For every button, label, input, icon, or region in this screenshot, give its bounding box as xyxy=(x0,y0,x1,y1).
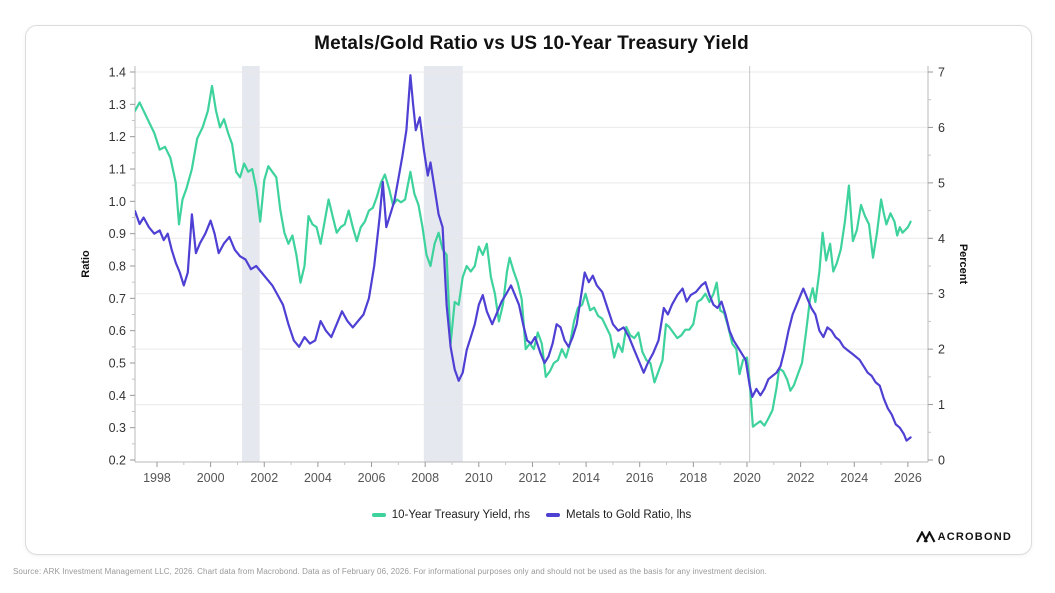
left-tick-label: 1.2 xyxy=(109,130,126,144)
x-tick-label: 2020 xyxy=(733,471,761,485)
left-tick-label: 0.4 xyxy=(109,389,126,403)
left-tick-label: 1.3 xyxy=(109,98,126,112)
x-tick-label: 2004 xyxy=(304,471,332,485)
series-line-metals-gold-ratio xyxy=(135,74,912,442)
legend-label-treasury-yield: 10-Year Treasury Yield, rhs xyxy=(391,509,530,521)
left-tick-label: 0.5 xyxy=(109,357,126,371)
left-tick-label: 0.7 xyxy=(109,292,126,306)
chart-legend: 10-Year Treasury Yield, rhs Metals to Go… xyxy=(135,509,928,521)
left-tick-label: 0.6 xyxy=(109,324,126,338)
macrobond-m-icon xyxy=(915,531,936,543)
series-line-treasury-yield xyxy=(135,84,912,428)
legend-item-metals-gold-ratio: Metals to Gold Ratio, lhs xyxy=(546,509,691,521)
left-tick-label: 1.1 xyxy=(109,163,126,177)
left-tick-label: 0.9 xyxy=(109,227,126,241)
left-tick-label: 1.0 xyxy=(109,195,126,209)
x-tick-label: 2024 xyxy=(840,471,868,485)
metals-gold-ratio-swatch-icon xyxy=(546,513,560,517)
x-tick-label: 2014 xyxy=(572,471,600,485)
x-tick-label: 2006 xyxy=(358,471,386,485)
x-tick-label: 2010 xyxy=(465,471,493,485)
source-disclaimer: Source: ARK Investment Management LLC, 2… xyxy=(13,567,767,576)
chart-card xyxy=(25,25,1032,555)
right-tick-label: 0 xyxy=(938,454,945,468)
left-axis-title: Ratio xyxy=(80,250,92,278)
right-tick-label: 2 xyxy=(938,343,945,357)
recession-band xyxy=(242,66,260,462)
right-tick-label: 7 xyxy=(938,66,945,80)
right-tick-label: 5 xyxy=(938,176,945,190)
chart-title: Metals/Gold Ratio vs US 10-Year Treasury… xyxy=(314,33,749,54)
x-tick-label: 2002 xyxy=(250,471,278,485)
x-tick-label: 2018 xyxy=(679,471,707,485)
x-tick-label: 2008 xyxy=(411,471,439,485)
legend-item-treasury-yield: 10-Year Treasury Yield, rhs xyxy=(371,509,530,521)
x-tick-label: 2016 xyxy=(626,471,654,485)
x-tick-label: 2000 xyxy=(197,471,225,485)
right-tick-label: 4 xyxy=(938,232,945,246)
legend-label-metals-gold-ratio: Metals to Gold Ratio, lhs xyxy=(566,509,692,521)
left-tick-label: 0.2 xyxy=(109,454,126,468)
left-tick-label: 0.3 xyxy=(109,421,126,435)
x-tick-label: 1998 xyxy=(143,471,171,485)
treasury-yield-swatch-icon xyxy=(371,513,386,517)
macrobond-wordmark: ACROBOND xyxy=(937,531,1012,543)
right-tick-label: 6 xyxy=(938,121,945,135)
x-tick-label: 2022 xyxy=(787,471,815,485)
x-tick-label: 2026 xyxy=(894,471,922,485)
left-tick-label: 0.8 xyxy=(109,260,126,274)
right-tick-label: 3 xyxy=(938,287,945,301)
x-tick-label: 2012 xyxy=(519,471,547,485)
right-tick-label: 1 xyxy=(938,398,945,412)
left-tick-label: 1.4 xyxy=(109,66,126,80)
macrobond-logo: ACROBOND xyxy=(915,531,1012,543)
right-axis-title: Percent xyxy=(957,243,969,285)
